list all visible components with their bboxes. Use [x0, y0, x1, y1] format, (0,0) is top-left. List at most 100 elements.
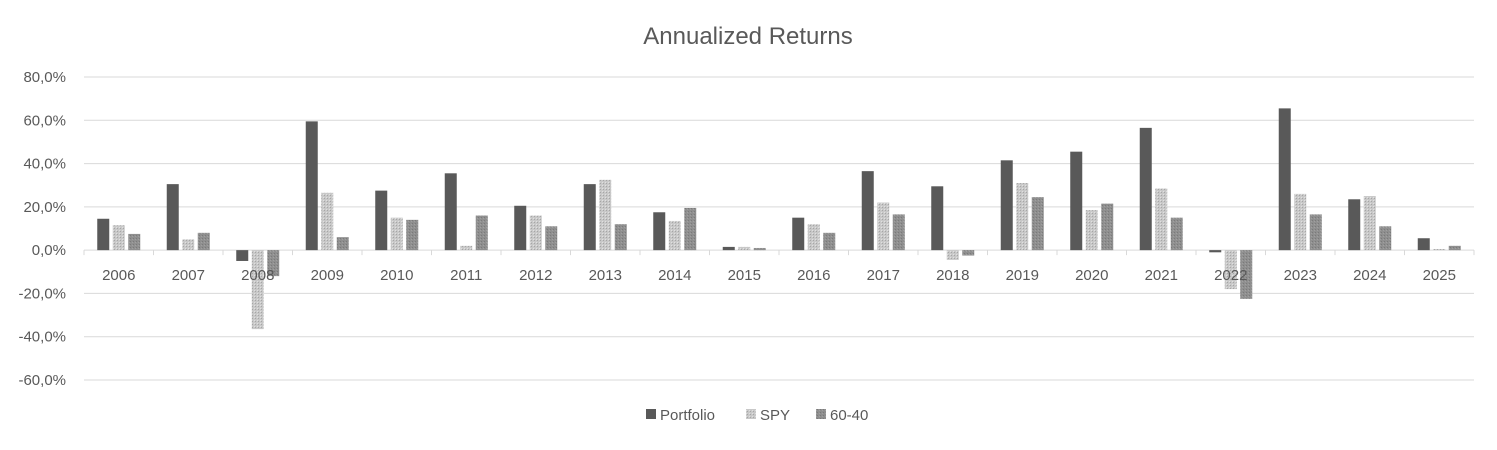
x-tick-label: 2006 [102, 267, 135, 284]
x-tick-label: 2021 [1145, 267, 1178, 284]
bar-60-40-2018 [962, 250, 975, 256]
x-tick-label: 2010 [380, 267, 413, 284]
y-tick-label: -20,0% [18, 285, 66, 302]
bar-portfolio-2021 [1139, 127, 1152, 251]
bar-portfolio-2023 [1278, 108, 1291, 251]
bar-portfolio-2008 [236, 250, 249, 261]
bar-portfolio-2018 [931, 186, 944, 251]
bar-60-40-2025 [1448, 245, 1461, 251]
bar-spy-2011 [460, 245, 473, 251]
bar-spy-2008 [251, 250, 264, 330]
x-tick-label: 2022 [1214, 267, 1247, 284]
bar-portfolio-2025 [1417, 238, 1430, 251]
bar-spy-2025 [1433, 249, 1446, 251]
bar-60-40-2012 [545, 226, 558, 251]
bar-portfolio-2010 [375, 190, 388, 251]
bar-portfolio-2009 [305, 121, 318, 251]
x-tick-label: 2019 [1006, 267, 1039, 284]
y-tick-label: 0,0% [32, 242, 66, 259]
bar-spy-2010 [390, 217, 403, 251]
bar-spy-2017 [877, 202, 890, 251]
x-tick-label: 2025 [1423, 267, 1456, 284]
x-tick-label: 2024 [1353, 267, 1386, 284]
bar-60-40-2014 [684, 207, 697, 251]
bar-portfolio-2024 [1348, 199, 1361, 251]
bar-60-40-2010 [406, 219, 419, 251]
gridlines [84, 76, 1474, 381]
x-tick-label: 2018 [936, 267, 969, 284]
bar-portfolio-2014 [653, 212, 666, 251]
legend-swatch-spy [746, 409, 756, 419]
y-tick-label: 20,0% [23, 199, 66, 216]
bar-spy-2020 [1085, 210, 1098, 251]
bar-spy-2023 [1294, 193, 1307, 251]
x-tick-label: 2008 [241, 267, 274, 284]
x-tick-label: 2016 [797, 267, 830, 284]
bar-portfolio-2017 [861, 171, 874, 251]
x-tick-label: 2009 [311, 267, 344, 284]
bar-spy-2006 [112, 225, 125, 251]
bar-spy-2014 [668, 220, 681, 251]
bar-60-40-2016 [823, 232, 836, 251]
legend-swatch-portfolio [646, 409, 656, 419]
bar-60-40-2019 [1031, 197, 1044, 251]
y-tick-label: 40,0% [23, 156, 66, 173]
bar-spy-2007 [182, 239, 195, 251]
x-tick-label: 2013 [589, 267, 622, 284]
bar-60-40-2022 [1240, 250, 1253, 299]
bar-portfolio-2022 [1209, 250, 1222, 253]
bar-60-40-2007 [197, 232, 210, 251]
x-axis-ticks: 2006 2007 2008 2009 2010 2011 2012 2013 2014 2015… [83, 250, 1475, 284]
bar-spy-2016 [807, 224, 820, 251]
x-tick-label: 2012 [519, 267, 552, 284]
bar-60-40-2021 [1170, 217, 1183, 251]
y-tick-label: 80,0% [23, 69, 66, 86]
bar-60-40-2020 [1101, 203, 1114, 251]
bar-portfolio-2007 [166, 184, 179, 251]
bar-60-40-2015 [753, 247, 766, 251]
bar-60-40-2024 [1379, 226, 1392, 251]
x-tick-label: 2015 [728, 267, 761, 284]
bar-portfolio-2013 [583, 184, 596, 251]
legend-swatch-60-40 [816, 409, 826, 419]
y-tick-label: -60,0% [18, 372, 66, 389]
legend-label: Portfolio [660, 407, 715, 424]
bar-spy-2018 [946, 250, 959, 260]
legend-label: SPY [760, 407, 790, 424]
bar-portfolio-2011 [444, 173, 457, 251]
bar-60-40-2013 [614, 224, 627, 251]
x-tick-label: 2011 [450, 267, 482, 284]
bar-portfolio-2019 [1000, 160, 1013, 251]
chart-title: Annualized Returns [643, 23, 852, 50]
y-axis-ticks: 80,0% 60,0% 40,0% 20,0% 0,0% -20,0% -40,0% -60,… [18, 69, 66, 389]
x-tick-label: 2014 [658, 267, 691, 284]
bar-spy-2021 [1155, 188, 1168, 251]
bar-spy-2009 [321, 192, 334, 251]
bar-spy-2015 [738, 246, 751, 251]
bar-spy-2013 [599, 179, 612, 251]
legend: Portfolio SPY 60-40 [646, 407, 868, 424]
legend-label: 60-40 [830, 407, 868, 424]
x-tick-label: 2023 [1284, 267, 1317, 284]
x-tick-label: 2017 [867, 267, 900, 284]
bars [97, 108, 1461, 330]
bar-portfolio-2016 [792, 217, 805, 251]
x-tick-label: 2007 [172, 267, 205, 284]
bar-60-40-2023 [1309, 214, 1322, 251]
y-tick-label: 60,0% [23, 112, 66, 129]
bar-portfolio-2020 [1070, 151, 1083, 251]
bar-spy-2012 [529, 215, 542, 251]
bar-60-40-2011 [475, 215, 488, 251]
bar-portfolio-2015 [722, 246, 735, 251]
x-tick-label: 2020 [1075, 267, 1108, 284]
bar-60-40-2006 [128, 233, 141, 251]
bar-60-40-2008 [267, 250, 280, 277]
bar-60-40-2009 [336, 237, 349, 251]
y-tick-label: -40,0% [18, 329, 66, 346]
bar-portfolio-2006 [97, 218, 110, 251]
bar-spy-2024 [1363, 196, 1376, 251]
bar-spy-2019 [1016, 183, 1029, 251]
bar-portfolio-2012 [514, 205, 527, 251]
